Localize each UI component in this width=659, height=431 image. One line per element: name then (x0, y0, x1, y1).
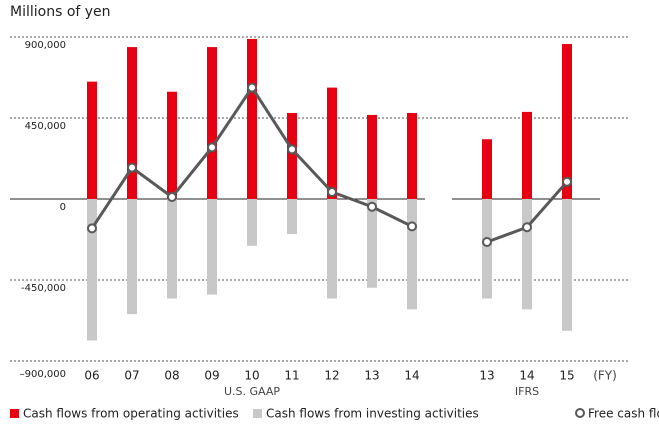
legend-label: Cash flows from investing activities (266, 407, 479, 421)
bar (247, 199, 257, 246)
bar (207, 199, 217, 295)
y-tick-label: –900,000 (20, 369, 66, 380)
line-marker (562, 176, 572, 187)
x-tick-label: 09 (204, 369, 219, 383)
bar (127, 199, 137, 315)
group-label: IFRS (515, 385, 539, 398)
bar (367, 199, 377, 288)
bar (327, 199, 337, 299)
y-tick-label: 0 (60, 202, 66, 213)
bar (482, 199, 492, 299)
bar (562, 199, 572, 331)
bar (522, 111, 532, 199)
line-marker (287, 144, 297, 155)
bar (247, 38, 257, 200)
bar (367, 114, 377, 199)
line-marker (87, 223, 97, 234)
x-tick-label: 10 (244, 369, 259, 383)
bar (287, 112, 297, 199)
x-tick-label: 13 (364, 369, 379, 383)
y-tick-label: -450,000 (21, 283, 66, 294)
bar (127, 47, 137, 199)
line-marker (482, 237, 492, 248)
y-tick-label: 900,000 (25, 40, 66, 51)
bar (482, 139, 492, 199)
bar (87, 199, 97, 341)
bar (562, 44, 572, 199)
line-marker (327, 186, 337, 197)
x-unit: (FY) (593, 369, 617, 383)
bar (407, 112, 417, 199)
line-marker (522, 222, 532, 233)
bar (167, 91, 177, 199)
x-tick-label: 13 (479, 369, 494, 383)
bar (287, 199, 297, 235)
x-tick-label: 15 (559, 369, 574, 383)
x-tick-label: 06 (84, 369, 99, 383)
bar (207, 47, 217, 199)
legend-label: Free cash flows (588, 407, 659, 421)
group-label: U.S. GAAP (224, 385, 280, 398)
x-tick-label: 14 (404, 369, 419, 383)
bar (327, 87, 337, 199)
bar (407, 199, 417, 310)
line-marker (407, 221, 417, 232)
x-tick-label: 14 (519, 369, 534, 383)
legend-swatch (10, 409, 19, 418)
x-tick-label: 11 (284, 369, 299, 383)
legend-swatch (253, 409, 262, 418)
line-marker (207, 142, 217, 153)
x-tick-label: 12 (324, 369, 339, 383)
bar (167, 199, 177, 299)
bar (87, 81, 97, 199)
legend-swatch (575, 408, 585, 418)
y-tick-label: 450,000 (25, 121, 66, 132)
line-marker (167, 192, 177, 203)
line-marker (247, 82, 257, 93)
line-marker (127, 162, 137, 173)
chart-title: Millions of yen (10, 4, 111, 20)
bar (522, 199, 532, 310)
line-marker (367, 201, 377, 212)
legend-label: Cash flows from operating activities (23, 407, 239, 421)
x-tick-label: 07 (124, 369, 139, 383)
x-tick-label: 08 (164, 369, 179, 383)
